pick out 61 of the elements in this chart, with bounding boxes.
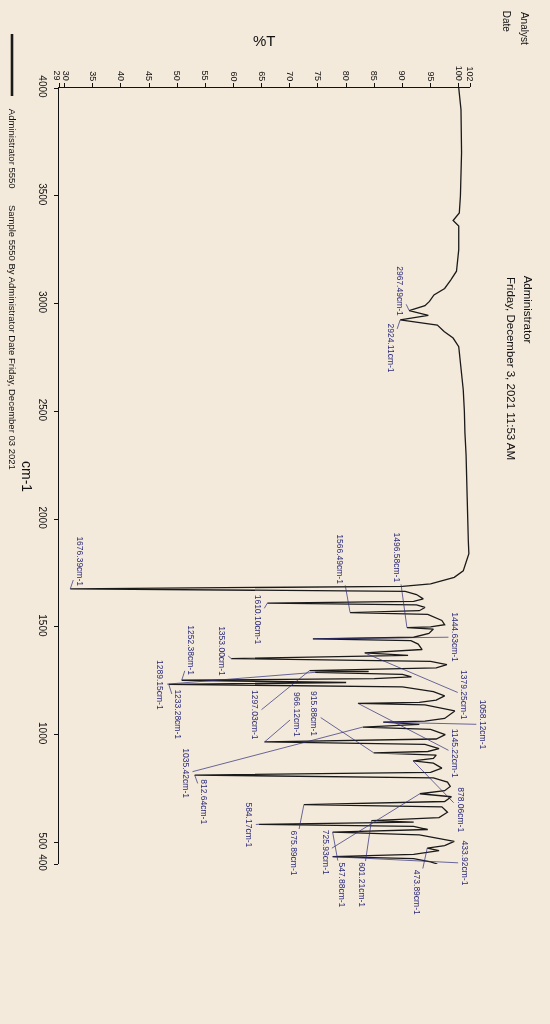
annotation: 725.93cm-1 (320, 829, 331, 875)
annotation: 1233.28cm-1 (173, 689, 184, 740)
annotation: 812.64cm-1 (198, 779, 209, 825)
y-tick-label: 1000 (36, 722, 48, 745)
x-tick-label: 30 (61, 70, 72, 81)
y-tick-label: 500 (36, 832, 48, 850)
annotation: 2967.49cm-1 (394, 266, 405, 317)
x-tick-label: 40 (115, 71, 126, 82)
y-tick-label: 2500 (36, 398, 48, 422)
x-tick-label: 80 (341, 70, 352, 81)
x-tick-label: 55 (200, 70, 211, 81)
x-tick-label: 60 (228, 71, 239, 82)
x-tick-label: 50 (172, 70, 183, 81)
x-tick-label: 95 (425, 71, 436, 82)
annotation: 1353.00cm-1 (216, 626, 227, 677)
x-tick-label: 100 (454, 65, 465, 81)
annotation: 1444.63cm-1 (450, 612, 461, 663)
annotation: 601.21cm-1 (357, 862, 368, 908)
x-tick-label: 70 (284, 71, 295, 82)
annotation: 1035.42cm-1 (181, 748, 192, 799)
annotation: 584.17cm-1 (244, 802, 255, 848)
y-tick-label: 3500 (36, 183, 48, 206)
annotation: 1289.15cm-1 (155, 660, 166, 710)
y-tick-label: 4000 (36, 75, 48, 99)
annotation: 1676.39cm-1 (74, 536, 85, 587)
y-tick-label: 400 (36, 854, 48, 872)
text: Sample 5550 By Administrator Date Friday, December 03 2021 (6, 204, 18, 470)
y-tick-label: 1500 (36, 614, 48, 637)
annotation: 1566.49cm-1 (335, 534, 346, 585)
annotation: 1496.58cm-1 (392, 532, 403, 583)
annotation: 878.06cm-1 (455, 787, 466, 833)
text: Date (500, 10, 512, 33)
annotation: 1610.10cm-1 (253, 594, 264, 645)
x-tick-label: 75 (312, 71, 323, 82)
annotation: 675.89cm-1 (289, 830, 300, 876)
annotation: 473.89cm-1 (412, 869, 423, 915)
x-tick-label: 85 (369, 70, 380, 81)
annotation: 547.88cm-1 (336, 862, 347, 908)
x-tick-label: 90 (397, 70, 408, 81)
annotation: 433.92cm-1 (459, 840, 470, 886)
text: Analyst (518, 11, 530, 45)
annotation: 1058.12cm-1 (478, 699, 489, 750)
y-axis-title: cm-1 (19, 461, 35, 493)
annotation: 1297.03cm-1 (249, 689, 260, 740)
annotation: 915.88cm-1 (309, 691, 320, 737)
x-tick-label: 29 (52, 70, 63, 81)
x-tick-label: 35 (87, 71, 98, 82)
y-tick-label: 2000 (36, 506, 48, 530)
x-axis-title: %T (253, 32, 276, 49)
x-tick-label: 102 (465, 66, 476, 82)
text: Administrator 5550 (6, 108, 18, 189)
x-tick-label: 65 (256, 71, 267, 82)
annotation: 966.12cm-1 (291, 691, 302, 738)
y-tick-label: 3000 (36, 290, 48, 314)
annotation: 2924.11cm-1 (385, 323, 396, 373)
x-tick-label: 45 (144, 70, 155, 81)
annotation: 1252.38cm-1 (185, 625, 196, 676)
annotation: 1379.25cm-1 (459, 669, 470, 720)
text: Administrator (521, 275, 534, 344)
annotation: 1145.22cm-1 (449, 728, 460, 778)
text: Friday, December 3, 2021 11:53 AM (504, 276, 517, 461)
